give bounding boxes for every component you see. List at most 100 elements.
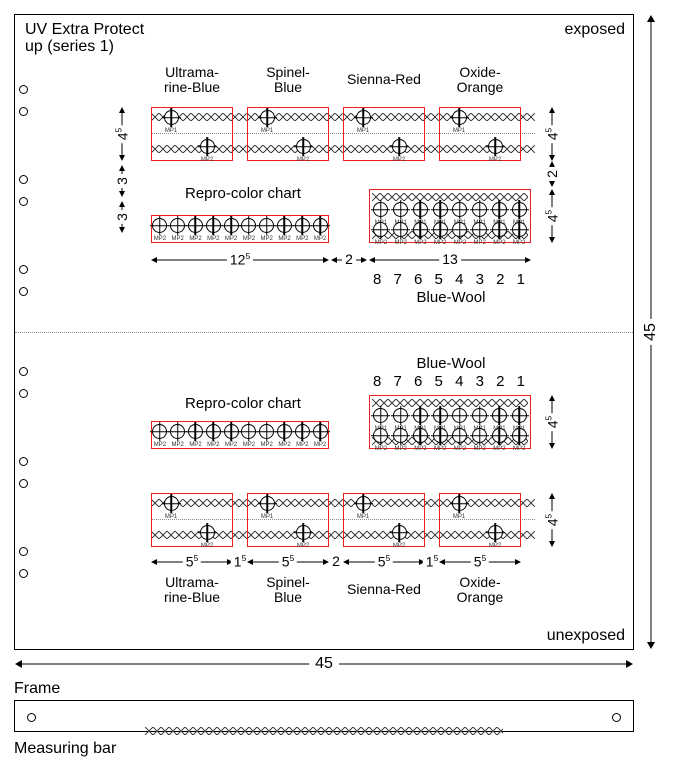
measurement-target-icon xyxy=(452,202,467,217)
measurement-point: MP2 xyxy=(509,221,529,246)
dim-bw-h: 45 xyxy=(545,395,559,449)
bw-points-row: MP1MP1MP1MP1MP1MP1MP1MP1 xyxy=(371,201,529,219)
pigment-swatch: MP1 MP2 xyxy=(247,107,329,161)
measurement-target-icon xyxy=(224,218,239,233)
measurement-target-icon xyxy=(472,408,487,423)
dim-gap: 15 xyxy=(425,555,439,569)
measurement-point: MP2 xyxy=(430,221,450,246)
measurement-target-icon xyxy=(433,202,448,217)
pigment-swatch: MP1 MP2 xyxy=(247,493,329,547)
measurement-point: MP2 xyxy=(293,217,311,242)
measuring-bar-label: Measuring bar xyxy=(14,740,116,758)
dim-chart-gap: 2 xyxy=(331,253,367,267)
pigment-label: Sienna-Red xyxy=(339,72,429,87)
dim-bw-w: 13 xyxy=(369,253,531,267)
dim-sw: 55 xyxy=(247,555,329,569)
measurement-target-icon xyxy=(152,424,167,439)
measurement-target-icon xyxy=(512,202,527,217)
binding-hole xyxy=(19,479,28,488)
measurement-point: MP2 xyxy=(430,427,450,452)
measurement-target-icon xyxy=(373,428,388,443)
measurement-target-icon xyxy=(170,424,185,439)
measurement-target-icon xyxy=(492,222,507,237)
measurement-point: MP2 xyxy=(411,427,431,452)
dim-gap-3: 3 xyxy=(115,165,129,197)
measurement-target-icon xyxy=(492,408,507,423)
binding-hole xyxy=(19,547,28,556)
measurement-target-icon xyxy=(164,496,179,511)
measurement-target-icon xyxy=(492,202,507,217)
measurement-point: MP2 xyxy=(509,427,529,452)
measurement-target-icon xyxy=(152,218,167,233)
dim-swatch-h-right: 45 xyxy=(545,493,559,547)
sample-frame: 45 45 UV Extra Protect up (series 1) exp… xyxy=(14,14,634,650)
dim-gap-3b: 3 xyxy=(115,201,129,233)
dim-swatch-h-left: 45 xyxy=(115,107,129,161)
measurement-target-icon xyxy=(373,408,388,423)
pigment-label: Spinel- Blue xyxy=(243,575,333,605)
title-line1: UV Extra Protect xyxy=(25,21,144,38)
dim-sw: 55 xyxy=(343,555,425,569)
measurement-point: MP2 xyxy=(169,423,187,448)
blue-wool-label: Blue-Wool xyxy=(371,289,531,306)
blue-wool-label: Blue-Wool xyxy=(371,355,531,372)
binding-hole xyxy=(19,175,28,184)
measurement-point: MP2 xyxy=(311,423,329,448)
binding-hole xyxy=(19,197,28,206)
bw-points-row: MP2MP2MP2MP2MP2MP2MP2MP2 xyxy=(371,221,529,239)
measurement-point: MP2 xyxy=(240,217,258,242)
measurement-point: MP2 xyxy=(222,423,240,448)
pigment-label: Ultrama- rine-Blue xyxy=(147,65,237,95)
measurement-point: MP2 xyxy=(470,221,490,246)
measurement-target-icon xyxy=(452,496,467,511)
measurement-target-icon xyxy=(452,408,467,423)
measurement-target-icon xyxy=(433,222,448,237)
measurement-point: MP2 xyxy=(187,217,205,242)
repro-chart-label: Repro-color chart xyxy=(185,395,301,412)
label-unexposed: unexposed xyxy=(547,627,625,645)
measurement-target-icon xyxy=(492,428,507,443)
measurement-point: MP2 xyxy=(276,217,294,242)
binding-hole xyxy=(27,713,36,722)
binding-hole xyxy=(19,389,28,398)
measurement-point: MP2 xyxy=(151,217,169,242)
measurement-target-icon xyxy=(296,139,311,154)
measurement-point: MP2 xyxy=(204,217,222,242)
measurement-target-icon xyxy=(373,202,388,217)
dim-gap-2: 2 xyxy=(545,161,559,187)
measurement-target-icon xyxy=(241,218,256,233)
binding-hole xyxy=(19,569,28,578)
repro-chart-label: Repro-color chart xyxy=(185,185,301,202)
measurement-point: MP2 xyxy=(490,427,510,452)
measurement-point: MP2 xyxy=(258,217,276,242)
measurement-target-icon xyxy=(259,218,274,233)
pigment-swatch: MP1 MP2 xyxy=(151,493,233,547)
binding-hole xyxy=(19,287,28,296)
measurement-point: MP2 xyxy=(311,217,329,242)
dim-frame-height: 45 xyxy=(641,15,661,649)
measurement-target-icon xyxy=(277,424,292,439)
measurement-target-icon xyxy=(295,218,310,233)
measurement-point: MP2 xyxy=(391,427,411,452)
measurement-target-icon xyxy=(413,408,428,423)
measurement-target-icon xyxy=(413,222,428,237)
chart-points: MP2MP2MP2MP2MP2MP2MP2MP2MP2MP2 xyxy=(151,423,329,447)
measurement-target-icon xyxy=(241,424,256,439)
pigment-swatch: MP1 MP2 xyxy=(343,493,425,547)
dim-gap: 2 xyxy=(329,555,343,569)
binding-hole xyxy=(19,85,28,94)
binding-hole xyxy=(19,457,28,466)
pigment-label: Ultrama- rine-Blue xyxy=(147,575,237,605)
measurement-point: MP2 xyxy=(169,217,187,242)
swatch-row-bottom: MP1 MP2 MP1 MP2 MP1 MP2 MP1 MP2 xyxy=(151,493,535,547)
measurement-target-icon xyxy=(224,424,239,439)
title-line2: up (series 1) xyxy=(25,38,114,55)
measurement-target-icon xyxy=(170,218,185,233)
measurement-target-icon xyxy=(452,428,467,443)
frame-bar xyxy=(14,700,634,732)
measurement-target-icon xyxy=(512,428,527,443)
dim-gap: 15 xyxy=(233,555,247,569)
measurement-point: MP2 xyxy=(490,221,510,246)
measurement-point: MP2 xyxy=(258,423,276,448)
title: UV Extra Protect up (series 1) xyxy=(25,21,144,55)
